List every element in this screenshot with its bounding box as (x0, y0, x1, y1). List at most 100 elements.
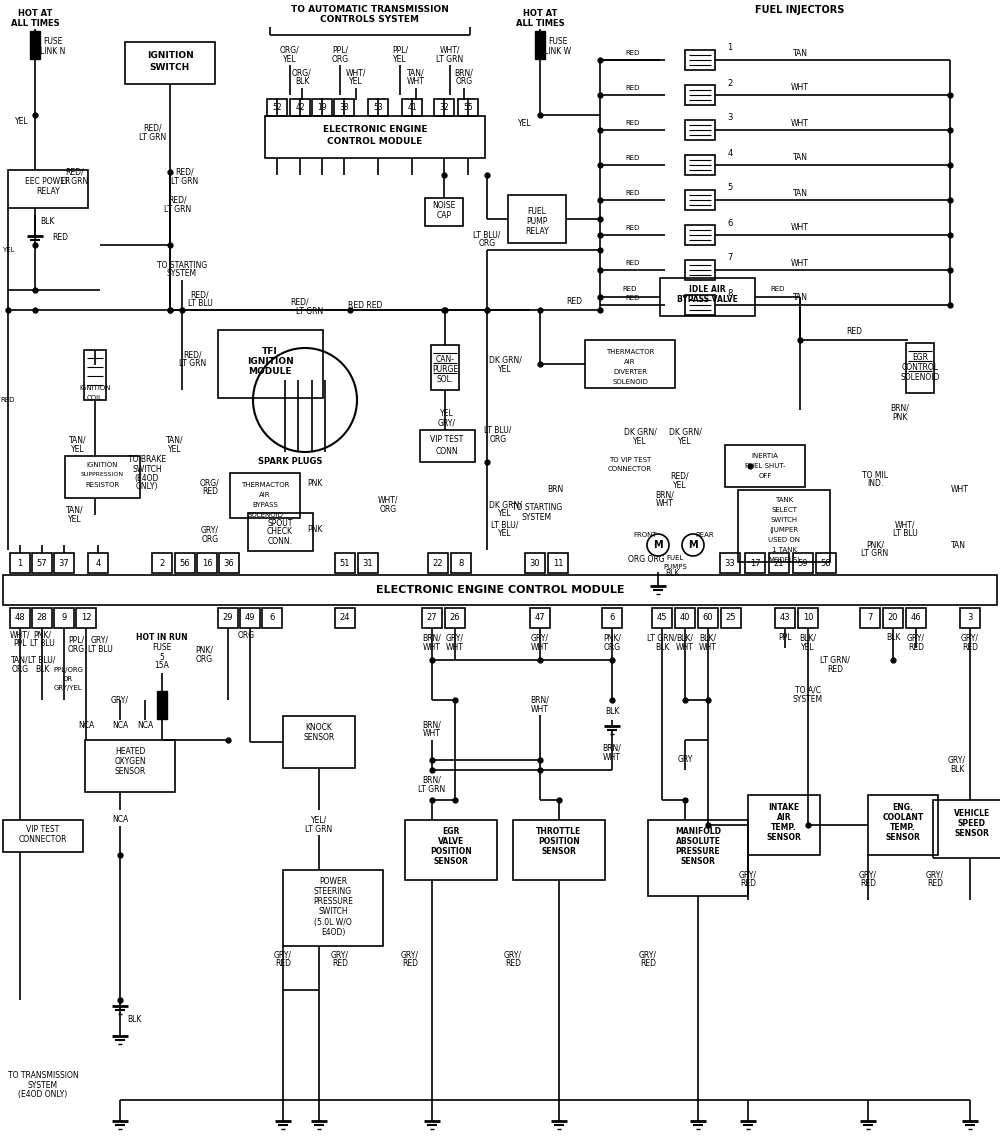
Text: ORG: ORG (478, 239, 496, 248)
Text: SPEED: SPEED (958, 819, 986, 828)
Bar (602, 608, 622, 628)
Text: DK GRN/: DK GRN/ (489, 500, 521, 509)
Text: RED/: RED/ (66, 167, 84, 177)
Text: RED: RED (332, 959, 348, 968)
Bar (334, 98, 354, 115)
Bar (290, 98, 310, 115)
Text: 43: 43 (780, 614, 790, 623)
Text: USED ON: USED ON (768, 536, 800, 543)
Text: YEL: YEL (393, 55, 407, 64)
Text: YEL: YEL (498, 530, 512, 539)
Text: ELECTRONIC ENGINE CONTROL MODULE: ELECTRONIC ENGINE CONTROL MODULE (376, 585, 624, 595)
Text: SENSOR: SENSOR (114, 768, 146, 777)
Text: CONN.: CONN. (268, 536, 292, 546)
Text: ORG: ORG (455, 77, 473, 87)
Text: IGNITION: IGNITION (147, 51, 193, 60)
Text: LT GRN: LT GRN (139, 132, 167, 141)
Bar (312, 98, 332, 115)
Text: THERMACTOR: THERMACTOR (241, 482, 289, 487)
Text: BLK: BLK (886, 633, 900, 642)
Text: GRY/: GRY/ (859, 870, 877, 879)
Text: RED: RED (626, 226, 640, 231)
Text: CONTROLS SYSTEM: CONTROLS SYSTEM (320, 16, 420, 25)
Text: RED: RED (626, 190, 640, 196)
Text: PNK/: PNK/ (195, 646, 213, 655)
Text: WHT: WHT (951, 485, 969, 494)
Text: WHT: WHT (531, 705, 549, 713)
Text: GRY/: GRY/ (504, 951, 522, 959)
Text: TAN/: TAN/ (11, 656, 29, 664)
Text: GRY/: GRY/ (331, 951, 349, 959)
Text: 26: 26 (450, 614, 460, 623)
Text: FUSE: FUSE (152, 644, 172, 653)
Text: WHT: WHT (423, 642, 441, 652)
Text: 6: 6 (609, 614, 615, 623)
Text: RED: RED (202, 487, 218, 497)
Text: GRY/: GRY/ (111, 696, 129, 705)
Text: THROTTLE: THROTTLE (536, 828, 582, 836)
Text: 57: 57 (37, 558, 47, 567)
Text: HEATED: HEATED (115, 747, 145, 756)
Text: RED/: RED/ (144, 123, 162, 132)
Text: WHT: WHT (791, 83, 809, 92)
Text: GRY/: GRY/ (201, 525, 219, 534)
Text: IND.: IND. (867, 480, 883, 489)
Text: SENSOR: SENSOR (434, 858, 468, 867)
Text: TAN/: TAN/ (407, 68, 425, 77)
Text: SENSOR: SENSOR (886, 833, 920, 842)
Text: WHT: WHT (423, 729, 441, 738)
Text: BLK: BLK (40, 218, 54, 227)
Text: RED/: RED/ (191, 290, 209, 300)
Text: RED: RED (927, 879, 943, 888)
Text: FUSE: FUSE (43, 38, 63, 47)
Bar (335, 608, 355, 628)
Bar (152, 554, 172, 573)
Text: 5: 5 (160, 653, 164, 662)
Bar (793, 554, 813, 573)
Text: RED RED: RED RED (348, 301, 382, 310)
Text: RED: RED (626, 85, 640, 91)
Text: LT GRN: LT GRN (861, 549, 889, 558)
Bar (431, 344, 459, 390)
Text: RED/: RED/ (184, 351, 202, 360)
Text: 4: 4 (95, 558, 101, 567)
Text: SYSTEM: SYSTEM (793, 695, 823, 704)
Text: LT BLU: LT BLU (30, 639, 54, 648)
Text: RED: RED (740, 879, 756, 888)
Text: 41: 41 (407, 103, 417, 112)
Text: SOLENOID: SOLENOID (612, 379, 648, 385)
Bar (54, 554, 74, 573)
Text: 20: 20 (888, 614, 898, 623)
Bar (721, 608, 741, 628)
Text: PURGE: PURGE (432, 366, 458, 375)
Text: BLK: BLK (295, 77, 309, 87)
Text: SENSOR: SENSOR (542, 847, 576, 857)
Text: YEL/: YEL/ (311, 816, 327, 825)
Bar (3, 820, 83, 852)
Text: LT GRN: LT GRN (305, 825, 333, 834)
Text: RED: RED (962, 642, 978, 652)
Text: PUMPS: PUMPS (663, 564, 687, 570)
Text: FUEL INJECTORS: FUEL INJECTORS (755, 5, 845, 15)
Text: TFI: TFI (262, 347, 278, 357)
Text: OFF: OFF (758, 473, 772, 480)
Bar (648, 820, 748, 896)
Text: GRY/: GRY/ (438, 418, 456, 427)
Text: 38: 38 (339, 103, 349, 112)
Text: INTAKE: INTAKE (768, 803, 800, 811)
Text: BRN: BRN (547, 485, 563, 494)
Text: 59: 59 (798, 558, 808, 567)
Text: BLK: BLK (655, 642, 669, 652)
Bar (685, 155, 715, 175)
Text: 7: 7 (727, 254, 733, 262)
Text: ONLY): ONLY) (136, 483, 158, 492)
Text: SWITCH: SWITCH (318, 908, 348, 917)
Text: BRN/: BRN/ (603, 744, 621, 753)
Text: ORG: ORG (11, 664, 29, 673)
Text: (5.0L W/O: (5.0L W/O (314, 918, 352, 926)
Text: GRY/: GRY/ (274, 951, 292, 959)
Text: IDLE AIR: IDLE AIR (689, 286, 725, 295)
Text: LT BLU/: LT BLU/ (491, 521, 519, 530)
Text: BLK/: BLK/ (800, 633, 816, 642)
Text: OR: OR (63, 677, 73, 682)
